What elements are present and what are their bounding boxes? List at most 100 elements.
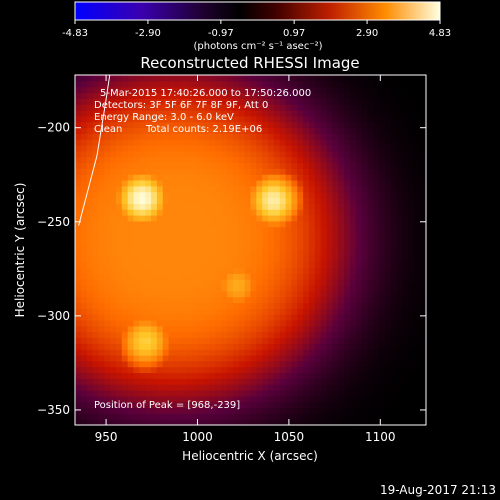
heatmap-cell (192, 384, 199, 391)
heatmap-cell (396, 285, 404, 292)
heatmap-cell (238, 115, 246, 123)
heatmap-cell (186, 180, 193, 187)
heatmap-cell (104, 407, 111, 414)
heatmap-cell (367, 337, 374, 344)
heatmap-cell (344, 360, 351, 368)
heatmap-cell (221, 104, 228, 111)
heatmap-cell (174, 401, 181, 409)
heatmap-cell (320, 279, 328, 286)
heatmap-cell (279, 413, 287, 420)
heatmap-cell (221, 395, 228, 403)
heatmap-cell (309, 92, 316, 99)
heatmap-cell (197, 384, 205, 391)
heatmap-cell (75, 320, 82, 327)
heatmap-cell (303, 180, 310, 187)
heatmap-cell (367, 121, 374, 129)
heatmap-cell (110, 360, 117, 368)
heatmap-cell (186, 413, 193, 420)
heatmap-cell (367, 360, 374, 368)
heatmap-cell (303, 127, 310, 134)
heatmap-cell (174, 343, 181, 350)
heatmap-cell (203, 302, 211, 309)
heatmap-cell (127, 407, 135, 414)
heatmap-cell (309, 121, 316, 129)
heatmap-cell (180, 407, 187, 414)
heatmap-cell (273, 185, 281, 193)
heatmap-cell (203, 372, 211, 379)
heatmap-cell (104, 215, 111, 222)
heatmap-cell (349, 98, 357, 105)
heatmap-cell (139, 384, 146, 391)
heatmap-cell (215, 331, 222, 339)
heatmap-cell (209, 75, 216, 82)
heatmap-cell (349, 86, 357, 94)
heatmap-cell (232, 104, 240, 111)
heatmap-cell (151, 139, 158, 146)
heatmap-cell (279, 215, 287, 222)
heatmap-cell (127, 220, 135, 228)
heatmap-cell (338, 150, 345, 158)
heatmap-cell (121, 215, 129, 222)
heatmap-cell (238, 413, 246, 420)
heatmap-cell (314, 220, 322, 228)
heatmap-cell (303, 121, 310, 129)
heatmap-cell (402, 174, 409, 181)
heatmap-cell (174, 390, 181, 397)
heatmap-cell (297, 290, 304, 298)
heatmap-cell (227, 325, 234, 333)
heatmap-cell (186, 145, 193, 152)
heatmap-cell (256, 250, 263, 257)
x-tick-label: 1100 (365, 430, 396, 444)
heatmap-cell (80, 139, 88, 146)
heatmap-cell (110, 121, 117, 129)
heatmap-cell (385, 238, 392, 245)
heatmap-cell (156, 209, 164, 216)
heatmap-cell (414, 203, 421, 210)
heatmap-cell (262, 209, 269, 216)
heatmap-cell (127, 133, 135, 140)
heatmap-cell (127, 285, 135, 292)
heatmap-cell (396, 302, 404, 309)
heatmap-cell (92, 110, 99, 117)
heatmap-cell (92, 127, 99, 134)
heatmap-cell (127, 355, 135, 362)
heatmap-cell (227, 349, 234, 356)
heatmap-cell (156, 244, 164, 251)
heatmap-cell (80, 331, 88, 339)
heatmap-cell (98, 285, 105, 292)
heatmap-cell (151, 185, 158, 193)
heatmap-cell (156, 308, 164, 315)
heatmap-cell (121, 314, 129, 321)
heatmap-cell (121, 150, 129, 158)
heatmap-cell (314, 331, 322, 339)
heatmap-cell (215, 191, 222, 199)
heatmap-cell (273, 384, 281, 391)
heatmap-cell (92, 407, 99, 414)
heatmap-cell (268, 98, 275, 105)
heatmap-cell (262, 250, 269, 257)
heatmap-cell (262, 86, 269, 94)
heatmap-cell (326, 285, 333, 292)
heatmap-cell (192, 92, 199, 99)
heatmap-cell (162, 366, 170, 374)
heatmap-cell (414, 413, 421, 420)
heatmap-cell (385, 98, 392, 105)
heatmap-cell (86, 156, 94, 164)
heatmap-cell (367, 238, 374, 245)
heatmap-cell (238, 139, 246, 146)
heatmap-cell (168, 372, 175, 379)
heatmap-cell (168, 366, 175, 374)
heatmap-cell (156, 290, 164, 298)
heatmap-cell (232, 209, 240, 216)
heatmap-cell (80, 302, 88, 309)
heatmap-cell (156, 378, 164, 385)
heatmap-cell (168, 267, 175, 274)
heatmap-cell (127, 185, 135, 193)
heatmap-cell (168, 349, 175, 356)
heatmap-cell (168, 174, 175, 181)
heatmap-cell (379, 360, 386, 368)
heatmap-cell (361, 92, 369, 99)
heatmap-cell (285, 215, 292, 222)
heatmap-cell (361, 343, 369, 350)
heatmap-cell (192, 162, 199, 169)
